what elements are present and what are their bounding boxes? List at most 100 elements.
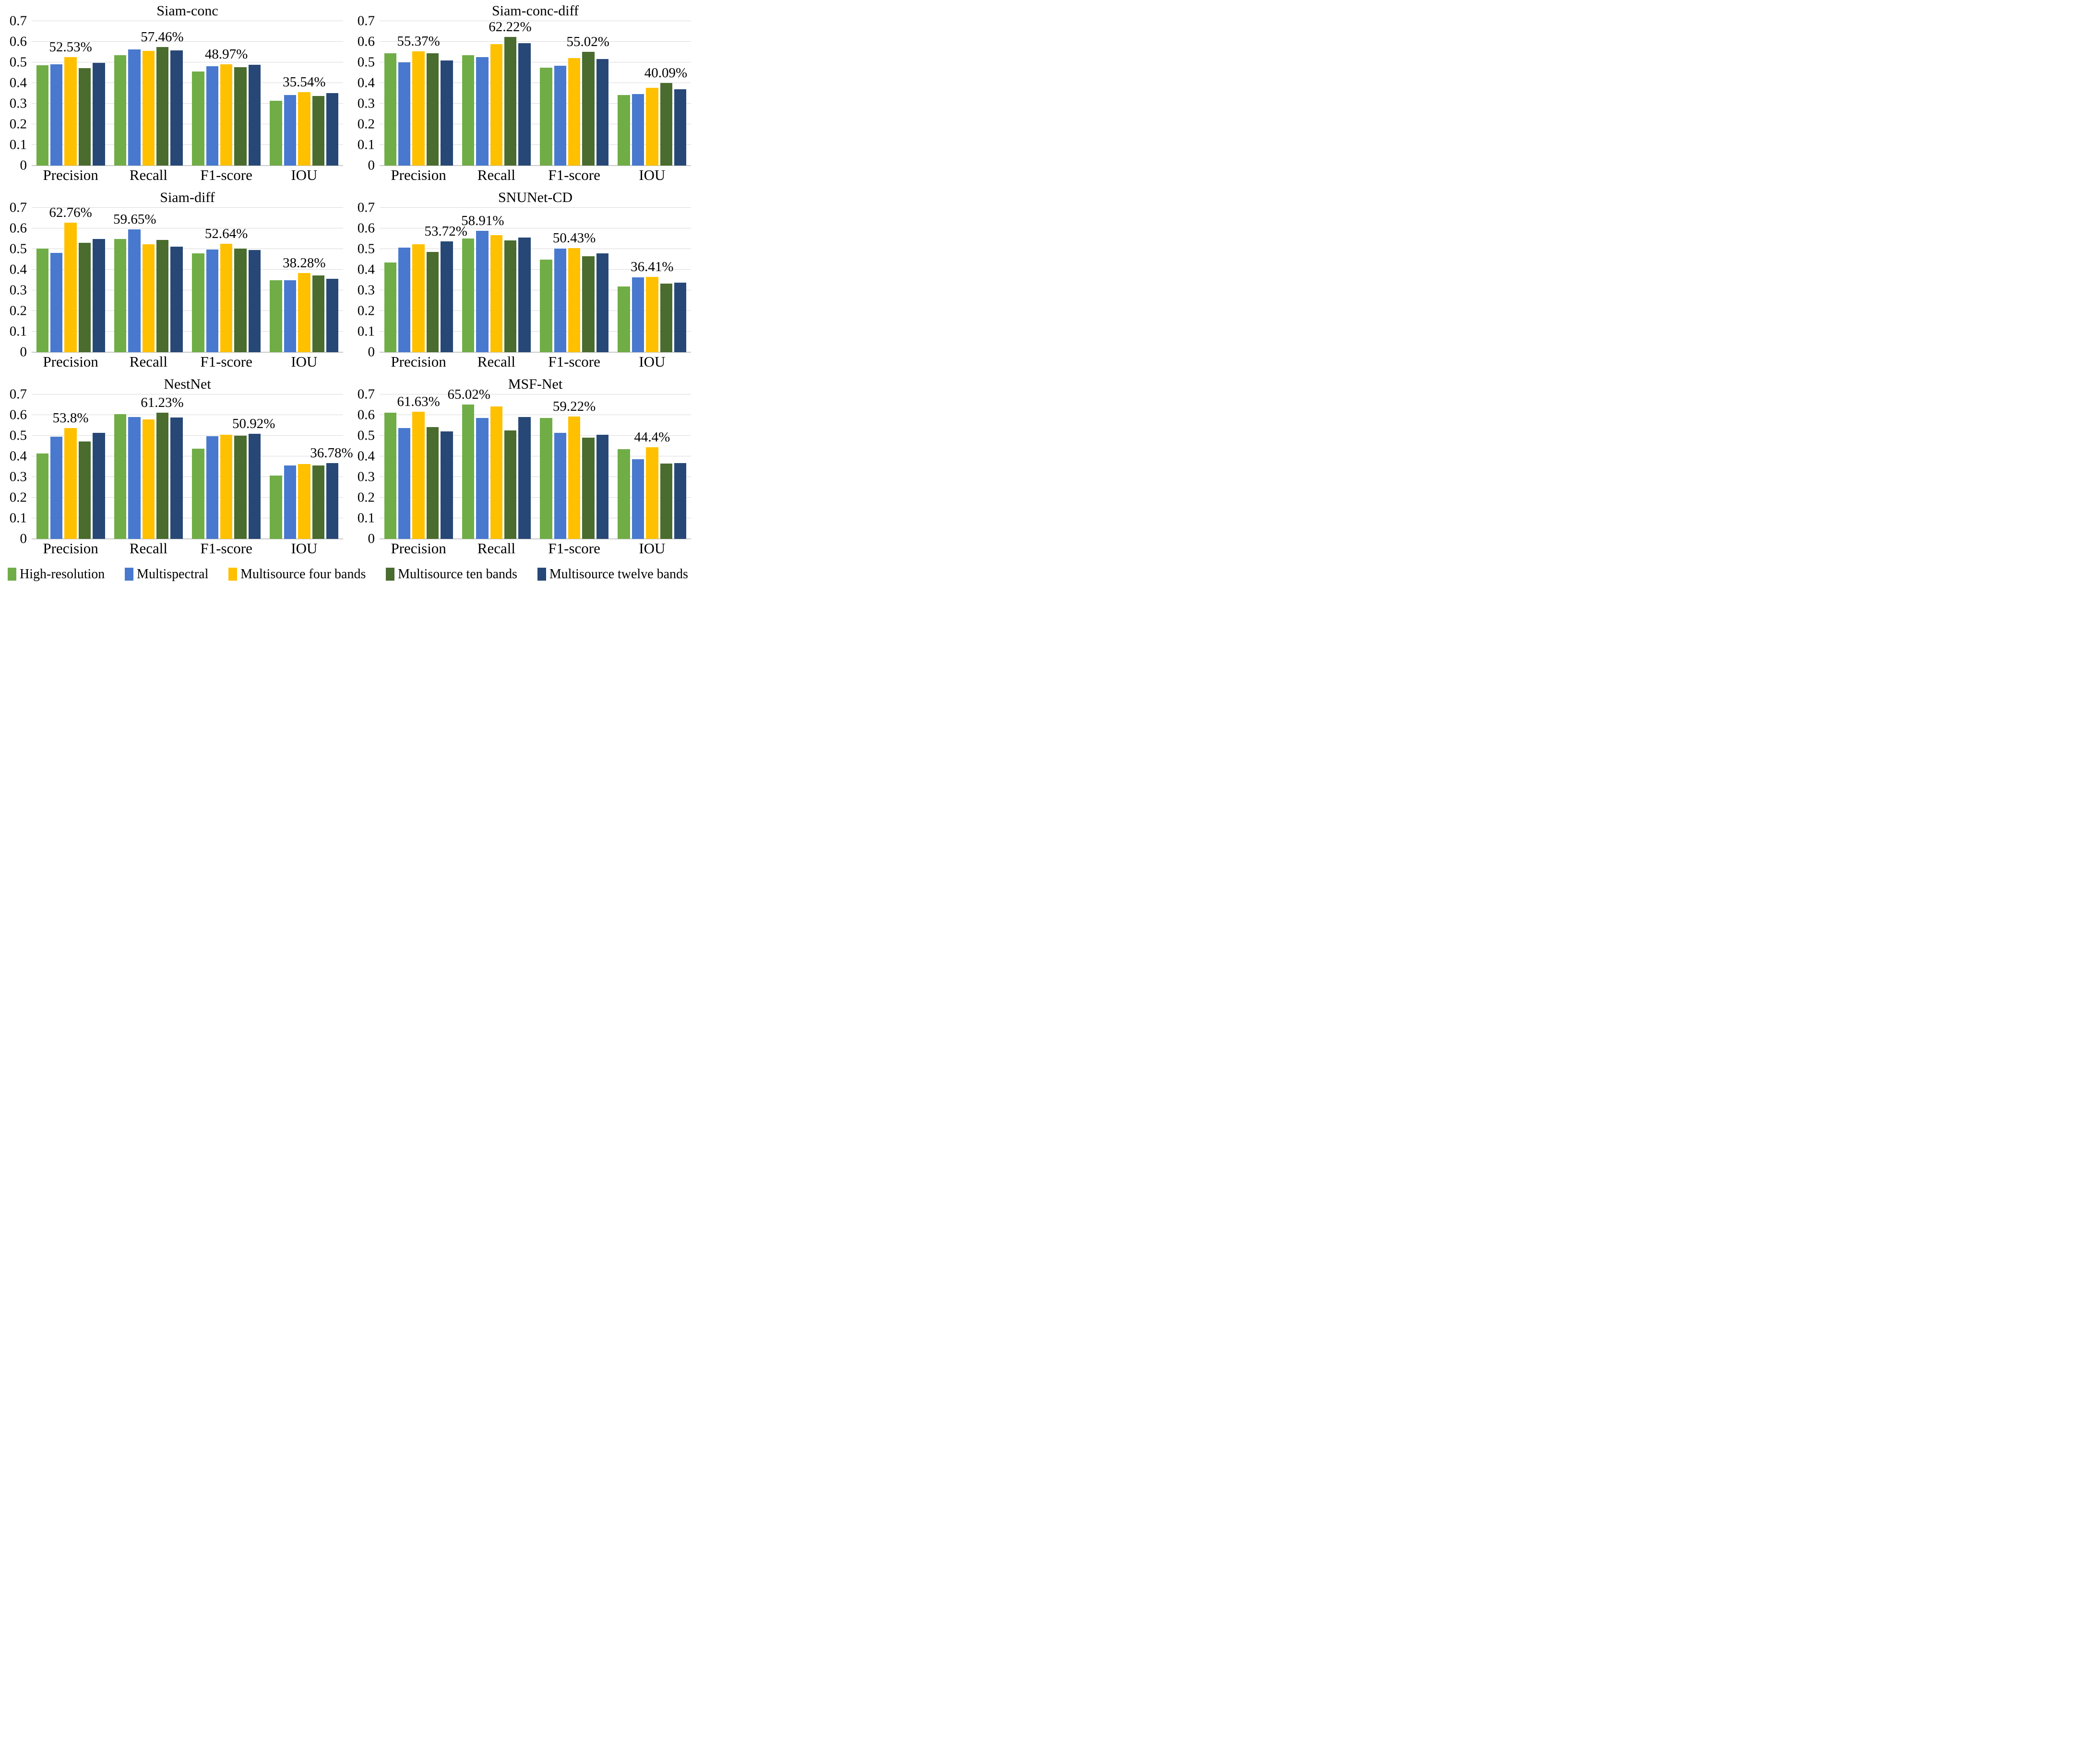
bar-multisource-twelve-bands-precision xyxy=(441,431,453,539)
plot-column: 53.8% 61.23% 50.92% 36.78% Precision Recall F1… xyxy=(32,394,353,561)
bar-group-f1-score: 50.92% xyxy=(188,394,275,539)
bar-group-iou: 44.4% xyxy=(613,394,691,539)
bar-multisource-four-bands-recall xyxy=(142,244,155,352)
value-label-f1-score: 59.22% xyxy=(552,399,596,415)
bar-multisource-four-bands-f1-score xyxy=(568,248,581,352)
bar-multisource-ten-bands-f1-score xyxy=(582,256,595,352)
y-tick-label: 0.5 xyxy=(9,54,27,70)
chart-body: 0 0.1 0.2 0.3 0.4 0.5 0.6 0.7 52.53% 57.46% 48.97%… xyxy=(2,14,343,188)
y-tick-label: 0.4 xyxy=(357,75,375,91)
gridline xyxy=(32,310,343,311)
y-tick-label: 0.3 xyxy=(9,469,27,485)
bar-multisource-four-bands-recall xyxy=(490,44,503,166)
x-axis-line xyxy=(380,165,691,166)
y-tick-label: 0.6 xyxy=(357,34,375,49)
bars-precision: 52.53% xyxy=(36,21,105,166)
gridline xyxy=(380,331,691,332)
y-tick-label: 0.2 xyxy=(357,116,375,132)
value-label-recall: 62.22% xyxy=(489,19,532,35)
bar-multispectral-recall xyxy=(476,230,489,352)
y-tick-label: 0.1 xyxy=(357,137,375,153)
y-axis: 0 0.1 0.2 0.3 0.4 0.5 0.6 0.7 xyxy=(2,201,32,359)
y-tick-label: 0.3 xyxy=(9,95,27,111)
x-axis-line xyxy=(32,352,343,353)
bar-multisource-twelve-bands-iou xyxy=(674,89,687,166)
value-label-precision: 61.63% xyxy=(397,394,440,409)
bar-multisource-four-bands-iou xyxy=(646,87,658,166)
plot-area: 55.37% 62.22% 55.02% 40.09% xyxy=(380,19,691,166)
legend-label: Multisource ten bands xyxy=(398,566,517,582)
bar-group-precision: 53.72% xyxy=(380,208,467,352)
chart-title: SNUNet-CD xyxy=(498,190,572,205)
bars-precision: 55.37% xyxy=(384,21,453,166)
chart-panel-siam-conc-diff: Siam-conc-diff 0 0.1 0.2 0.3 0.4 0.5 0.6 0.7 55.3… xyxy=(348,0,696,187)
bar-multisource-ten-bands-recall xyxy=(156,239,169,352)
bar-multisource-four-bands-precision xyxy=(64,223,77,352)
bar-multisource-ten-bands-precision xyxy=(426,252,439,352)
value-label-precision: 53.8% xyxy=(52,410,89,426)
gridline xyxy=(380,41,691,42)
bar-multispectral-iou xyxy=(284,280,297,352)
plot-area: 53.8% 61.23% 50.92% 36.78% xyxy=(32,394,353,539)
bar-group-precision: 61.63% xyxy=(380,394,457,539)
bar-multisource-twelve-bands-recall xyxy=(518,417,531,539)
bar-multisource-four-bands-iou xyxy=(298,273,310,352)
bars-recall: 59.65% xyxy=(113,208,183,352)
bars-precision: 53.8% xyxy=(36,394,105,539)
bars-recall: 62.22% xyxy=(462,19,532,166)
bar-multisource-four-bands-precision xyxy=(412,244,425,352)
bars-f1-score: 50.92% xyxy=(192,394,275,539)
category-label-recall: Recall xyxy=(129,540,167,557)
bar-multisource-ten-bands-recall xyxy=(156,412,169,539)
bars-precision: 62.76% xyxy=(36,206,105,352)
bar-multisource-four-bands-precision xyxy=(64,57,77,166)
bar-group-iou: 35.54% xyxy=(265,21,343,166)
bar-multisource-ten-bands-f1-score xyxy=(234,248,247,352)
gridline xyxy=(380,497,691,498)
category-axis: Precision Recall F1-score IOU xyxy=(32,166,343,188)
bar-high-resolution-recall xyxy=(114,55,127,166)
bar-multisource-ten-bands-iou xyxy=(660,284,672,352)
bars-iou: 40.09% xyxy=(618,21,687,166)
legend: High-resolution Multispectral Multisource … xyxy=(0,560,696,591)
bar-high-resolution-iou xyxy=(270,475,282,539)
bar-group-iou: 40.09% xyxy=(613,21,691,166)
value-label-f1-score: 50.92% xyxy=(232,416,275,432)
bar-high-resolution-f1-score xyxy=(192,253,204,352)
x-axis-line xyxy=(380,352,691,353)
legend-label: Multisource twelve bands xyxy=(549,566,688,582)
bars-iou: 44.4% xyxy=(618,394,687,539)
y-tick-label: 0.5 xyxy=(9,428,27,443)
y-tick-label: 0 xyxy=(368,531,375,547)
category-label-recall: Recall xyxy=(477,353,515,370)
bar-multispectral-f1-score xyxy=(206,436,218,539)
y-tick-label: 0.4 xyxy=(9,448,27,464)
bar-multispectral-iou xyxy=(632,459,644,539)
value-label-f1-score: 55.02% xyxy=(566,34,609,50)
value-label-iou: 35.54% xyxy=(283,74,326,90)
bar-group-f1-score: 48.97% xyxy=(188,21,265,166)
y-tick-label: 0.5 xyxy=(357,54,375,70)
y-tick-label: 0.4 xyxy=(9,75,27,91)
bar-multisource-four-bands-precision xyxy=(412,412,425,539)
value-label-iou: 44.4% xyxy=(634,429,670,445)
bar-multisource-ten-bands-iou xyxy=(660,464,672,539)
chart-panel-nestnet: NestNet 0 0.1 0.2 0.3 0.4 0.5 0.6 0.7 53.8% 61.23%… xyxy=(0,373,353,561)
bar-multisource-ten-bands-precision xyxy=(78,242,91,352)
category-label-iou: IOU xyxy=(291,167,318,183)
bar-multisource-twelve-bands-iou xyxy=(326,463,339,539)
value-label-f1-score: 48.97% xyxy=(204,47,248,62)
bar-high-resolution-f1-score xyxy=(192,448,204,539)
chart-body: 0 0.1 0.2 0.3 0.4 0.5 0.6 0.7 55.37% 62.22% 55.02%… xyxy=(350,14,691,188)
y-tick-label: 0 xyxy=(368,157,375,173)
bar-multisource-ten-bands-iou xyxy=(312,95,324,166)
chart-title: NestNet xyxy=(164,376,211,392)
y-tick-label: 0 xyxy=(20,157,27,173)
chart-panel-msf-net: MSF-Net 0 0.1 0.2 0.3 0.4 0.5 0.6 0.7 61.63% 65.02… xyxy=(348,373,696,560)
value-label-recall: 57.46% xyxy=(141,29,184,45)
bars-f1-score: 59.22% xyxy=(540,394,609,539)
bar-multispectral-iou xyxy=(632,94,644,166)
gridline xyxy=(32,41,343,42)
bar-multisource-twelve-bands-precision xyxy=(441,241,453,352)
bar-multisource-twelve-bands-precision xyxy=(93,63,105,166)
